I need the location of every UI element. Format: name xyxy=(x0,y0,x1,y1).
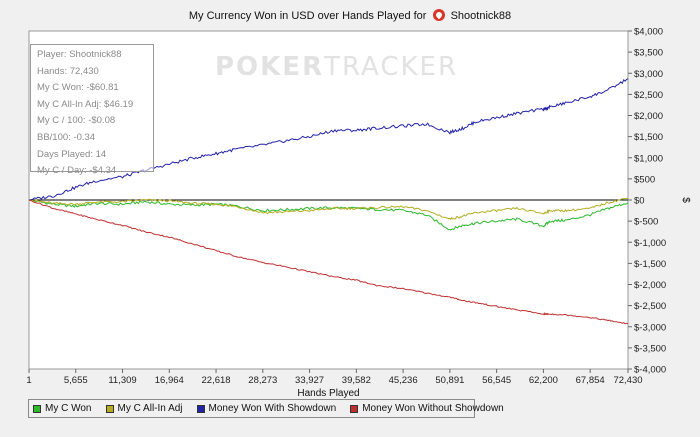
legend-swatch xyxy=(33,404,41,413)
stats-line: My C / 100: -$0.08 xyxy=(37,115,116,127)
x-tick-label: 5,655 xyxy=(64,375,88,386)
spade-logo-icon xyxy=(432,9,445,21)
stats-line: My C Won: -$60.81 xyxy=(37,82,119,94)
x-tick-label: 67,854 xyxy=(576,375,605,386)
legend-item-my-c-won: My C Won xyxy=(33,403,92,414)
chart-title-player: Shootnick88 xyxy=(450,10,512,22)
y-tick-label: $2,000 xyxy=(634,111,663,122)
chart-title: My Currency Won in USD over Hands Played… xyxy=(0,9,700,22)
y-tick-label: $2,500 xyxy=(634,90,663,101)
legend-label: Money Won Without Showdown xyxy=(362,403,504,414)
x-tick-label: 50,891 xyxy=(435,375,464,386)
y-tick-label: $-3,000 xyxy=(634,322,666,333)
legend: My C Won My C All-In Adj Money Won With Sh… xyxy=(28,399,504,418)
y-tick-label: $3,000 xyxy=(634,69,663,80)
legend-swatch xyxy=(196,404,205,413)
stats-line: My C All-In Adj: $46.19 xyxy=(37,98,134,110)
watermark-part2: TRACKER xyxy=(324,52,459,82)
stats-line: BB/100: -0.34 xyxy=(37,131,96,143)
x-tick-label: 33,927 xyxy=(295,375,324,386)
x-tick-label: 1 xyxy=(26,375,31,386)
x-axis-label: Hands Played xyxy=(297,388,359,399)
stats-line: My C / Day: -$4.34 xyxy=(37,165,117,177)
y-tick-label: $-2,500 xyxy=(634,301,666,312)
x-tick-label: 72,430 xyxy=(613,375,642,386)
y-tick-label: $500 xyxy=(634,174,655,185)
stats-line: Days Played: 14 xyxy=(37,148,107,160)
series-my-c-won xyxy=(28,199,629,231)
x-tick-label: 56,545 xyxy=(482,375,511,386)
legend-label: My C All-In Adj xyxy=(117,403,183,414)
stats-box: Player: Shootnick88 Hands: 72,430 My C Won… xyxy=(30,44,154,176)
y-tick-label: $-500 xyxy=(634,217,658,228)
y-tick-label: $1,000 xyxy=(634,153,663,164)
y-tick-label: $-4,000 xyxy=(634,365,666,376)
series-my-c-all-in-adj xyxy=(28,197,629,221)
y-tick-label: $0 xyxy=(634,196,645,207)
stats-line: Hands: 72,430 xyxy=(37,65,99,77)
legend-swatch xyxy=(350,404,359,413)
legend-item-money-won-with-showdown: Money Won With Showdown xyxy=(196,403,337,414)
legend-swatch xyxy=(105,404,114,413)
y-tick-label: $-1,000 xyxy=(634,238,666,249)
series-money-won-without-showdown xyxy=(28,199,629,325)
series-money-won-with-showdown xyxy=(28,78,629,201)
x-tick-label: 62,200 xyxy=(529,375,558,386)
y-tick-label: $-1,500 xyxy=(634,259,666,270)
chart-title-prefix: My Currency Won in USD over Hands Played… xyxy=(188,10,427,22)
x-tick-label: 39,582 xyxy=(342,375,371,386)
x-tick-label: 16,964 xyxy=(155,375,184,386)
legend-label: Money Won With Showdown xyxy=(208,403,337,414)
y-tick-label: $4,000 xyxy=(634,27,663,38)
legend-item-money-won-without-showdown: Money Won Without Showdown xyxy=(350,403,504,414)
watermark-part1: POKER xyxy=(215,52,325,82)
y-tick-label: $-3,500 xyxy=(634,343,666,354)
x-tick-label: 11,309 xyxy=(108,375,136,386)
y-axis-label: $ xyxy=(680,197,691,203)
legend-label: My C Won xyxy=(45,403,92,414)
legend-item-my-c-all-in-adj: My C All-In Adj xyxy=(105,403,183,414)
y-tick-label: $-2,000 xyxy=(634,280,666,291)
y-tick-label: $1,500 xyxy=(634,132,663,143)
x-tick-label: 45,236 xyxy=(389,375,418,386)
y-tick-label: $3,500 xyxy=(634,48,663,59)
pokertracker-watermark: POKERTRACKER xyxy=(215,52,458,82)
x-tick-label: 22,618 xyxy=(202,375,231,386)
stats-line: Player: Shootnick88 xyxy=(37,49,122,60)
x-tick-label: 28,273 xyxy=(248,375,277,386)
